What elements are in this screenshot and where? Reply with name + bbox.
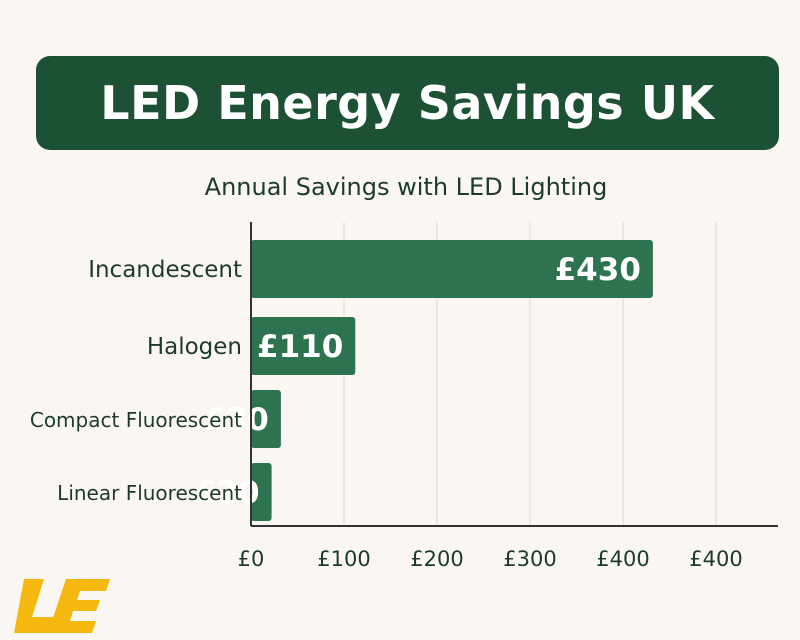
le-logo-icon: LE (14, 579, 110, 633)
category-label: Halogen (147, 334, 242, 360)
bar (251, 463, 272, 521)
title-banner: LED Energy Savings UK (36, 56, 779, 150)
bar (251, 390, 281, 448)
x-tick-label: £200 (410, 547, 463, 571)
bar-value-label: £30 (204, 402, 269, 438)
x-tick-label: £0 (238, 547, 265, 571)
category-label: Compact Fluorescent (30, 408, 242, 432)
x-tick-label: £100 (317, 547, 370, 571)
axes: £0 £100 £200 £300 £400 £400 (238, 222, 778, 571)
page-title: LED Energy Savings UK (100, 76, 715, 130)
x-tick-label: £400 (689, 547, 742, 571)
bar-value-label: £430 (555, 252, 641, 288)
bar (251, 240, 653, 298)
chart-title: Annual Savings with LED Lighting (205, 173, 608, 201)
bar (251, 317, 356, 375)
bar-value-label: £110 (257, 329, 343, 365)
bar-value-label: £20 (195, 475, 260, 511)
category-label: Incandescent (88, 257, 242, 283)
x-tick-label: £400 (596, 547, 649, 571)
x-tick-label: £300 (503, 547, 556, 571)
category-label: Linear Fluorescent (57, 481, 242, 505)
